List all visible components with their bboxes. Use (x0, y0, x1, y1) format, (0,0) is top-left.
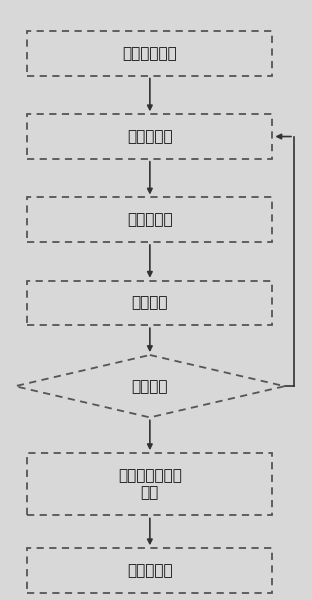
FancyBboxPatch shape (27, 453, 272, 515)
Text: 计算适应度: 计算适应度 (127, 212, 173, 227)
FancyBboxPatch shape (27, 114, 272, 159)
FancyBboxPatch shape (27, 548, 272, 593)
Polygon shape (15, 355, 285, 418)
FancyBboxPatch shape (27, 197, 272, 242)
Text: 探索目标环境: 探索目标环境 (123, 46, 177, 61)
Text: 保存适应度高的
个体: 保存适应度高的 个体 (118, 468, 182, 500)
Text: 种群初始化: 种群初始化 (127, 129, 173, 144)
FancyBboxPatch shape (27, 281, 272, 325)
Text: 遗传操作: 遗传操作 (132, 295, 168, 310)
FancyBboxPatch shape (27, 31, 272, 76)
Text: 终止条件: 终止条件 (132, 379, 168, 394)
Text: 输出任务图: 输出任务图 (127, 563, 173, 578)
